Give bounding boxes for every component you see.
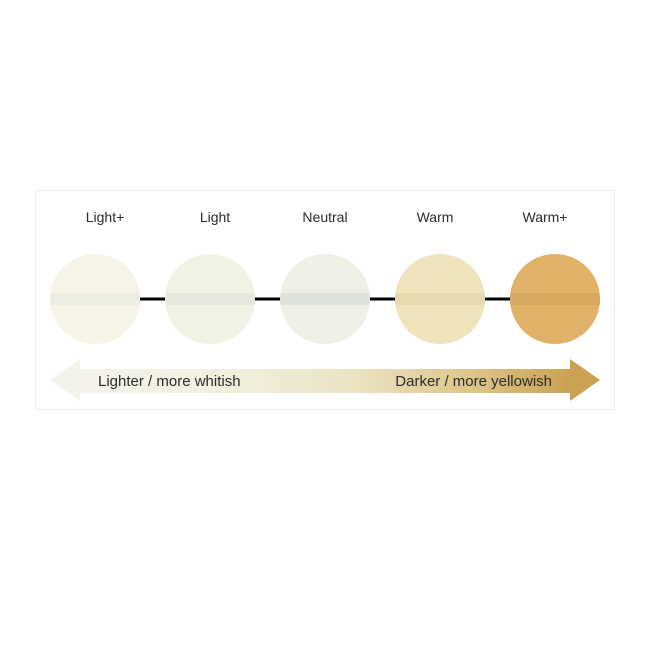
swatch-row <box>50 249 600 349</box>
arrow-right-label: Darker / more yellowish <box>395 373 552 390</box>
shade-swatch <box>280 254 370 344</box>
gradient-arrow-right-head <box>570 359 600 401</box>
swatch-axis-band <box>395 293 485 305</box>
swatch-axis-band <box>50 293 140 305</box>
gradient-arrow: Lighter / more whitish Darker / more yell… <box>50 369 600 393</box>
shade-swatch <box>510 254 600 344</box>
shade-swatch <box>50 254 140 344</box>
shade-labels-row: Light+LightNeutralWarmWarm+ <box>50 209 600 225</box>
arrow-left-label: Lighter / more whitish <box>98 373 241 390</box>
shade-label: Light <box>160 209 270 225</box>
shade-label: Light+ <box>50 209 160 225</box>
shade-swatch <box>165 254 255 344</box>
swatch-axis-band <box>510 293 600 305</box>
shade-swatch <box>395 254 485 344</box>
shade-scale-panel: Light+LightNeutralWarmWarm+ Lighter / mor… <box>35 190 615 410</box>
gradient-arrow-left-head <box>50 359 80 401</box>
swatch-axis-band <box>165 293 255 305</box>
swatches <box>50 249 600 349</box>
shade-label: Warm+ <box>490 209 600 225</box>
shade-label: Warm <box>380 209 490 225</box>
shade-label: Neutral <box>270 209 380 225</box>
swatch-axis-band <box>280 293 370 305</box>
